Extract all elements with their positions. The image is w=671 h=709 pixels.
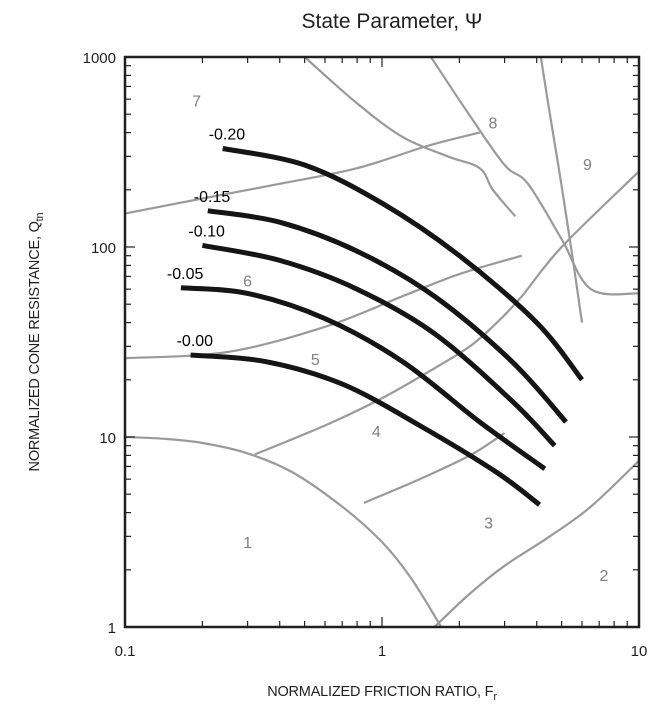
zone-label: 4 bbox=[372, 424, 381, 441]
zone-label: 5 bbox=[311, 352, 320, 369]
chart-title: State Parameter, Ψ bbox=[302, 10, 483, 33]
psi-series-label: -0.20 bbox=[209, 127, 246, 144]
zone-label: 7 bbox=[192, 93, 201, 110]
y-tick-label: 100 bbox=[91, 240, 116, 257]
zone-label: 9 bbox=[583, 157, 592, 174]
zone-boundary-line bbox=[254, 170, 640, 456]
state-parameter-labels: -0.20 -0.15 -0.10 -0.05 -0.00 bbox=[167, 127, 245, 351]
zone-label: 3 bbox=[484, 516, 493, 533]
psi-series-line bbox=[207, 208, 568, 424]
x-tick-label: 10 bbox=[631, 643, 648, 660]
zone-label: 1 bbox=[243, 535, 252, 552]
psi-series-line bbox=[180, 285, 547, 471]
x-tick-labels: 0.1 1 10 bbox=[115, 643, 648, 660]
state-parameter-series bbox=[180, 146, 584, 507]
y-axis-title-main: NORMALIZED CONE RESISTANCE, Q bbox=[27, 221, 43, 471]
zone-boundary-line bbox=[124, 435, 443, 628]
psi-series-label: -0.15 bbox=[194, 189, 231, 206]
psi-series-label: -0.05 bbox=[167, 266, 204, 283]
y-axis-title: NORMALIZED CONE RESISTANCE, Qtn bbox=[27, 212, 46, 471]
zone-boundary-line bbox=[429, 56, 640, 296]
y-tick-label: 1000 bbox=[83, 50, 116, 67]
x-axis-title-subscript: r bbox=[493, 691, 497, 703]
y-tick-label: 10 bbox=[99, 430, 116, 447]
zone-labels: 1 2 3 4 5 6 7 8 9 bbox=[192, 93, 608, 585]
zone-boundary-line bbox=[433, 459, 640, 628]
zone-boundary-line bbox=[539, 56, 584, 323]
psi-series-line bbox=[201, 242, 557, 448]
psi-series-label: -0.10 bbox=[188, 223, 225, 240]
y-tick-labels: 1 10 100 1000 bbox=[83, 50, 116, 637]
psi-series-line bbox=[190, 352, 542, 507]
psi-series-label: -0.00 bbox=[177, 333, 214, 350]
zone-boundary-line bbox=[363, 432, 506, 504]
y-axis-title-subscript: tn bbox=[34, 212, 46, 221]
zone-label: 2 bbox=[599, 568, 608, 585]
zone-label: 8 bbox=[488, 116, 497, 133]
zone-boundary-line bbox=[303, 56, 517, 218]
psi-series-line bbox=[222, 146, 584, 382]
y-tick-label: 1 bbox=[108, 620, 116, 637]
zone-boundary-line bbox=[124, 131, 480, 215]
x-tick-label: 1 bbox=[378, 643, 386, 660]
zone-label: 6 bbox=[243, 273, 252, 290]
x-axis-title-main: NORMALIZED FRICTION RATIO, F bbox=[267, 684, 493, 700]
x-axis-title: NORMALIZED FRICTION RATIO, Fr bbox=[267, 684, 497, 703]
plot-frame bbox=[123, 55, 641, 629]
x-tick-label: 0.1 bbox=[115, 643, 136, 660]
